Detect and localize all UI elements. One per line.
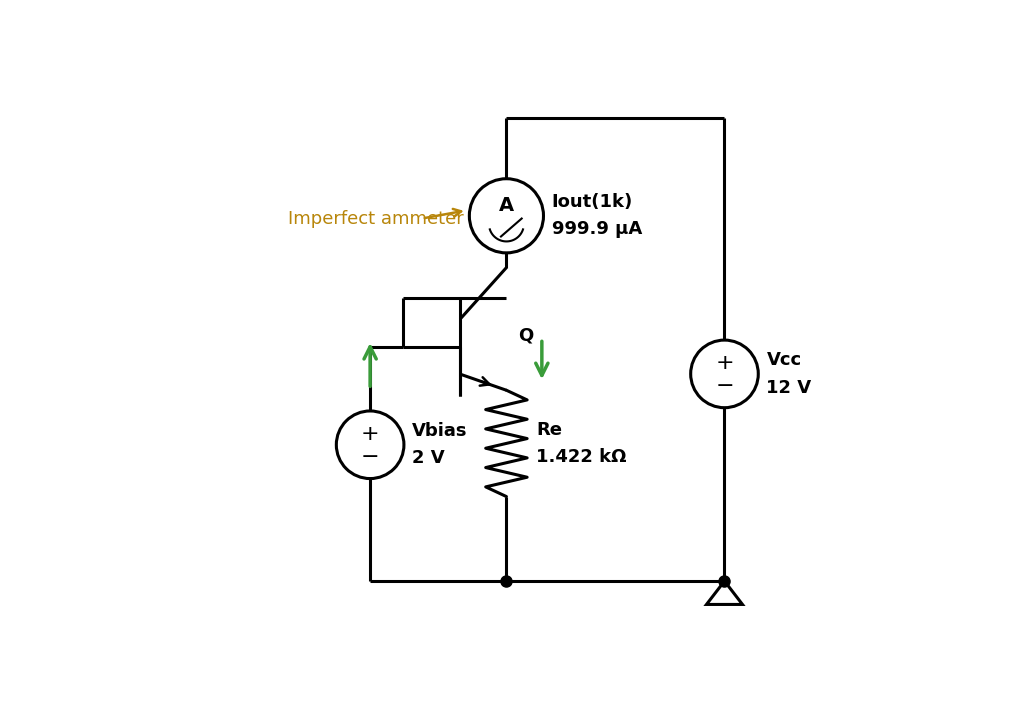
Text: Vbias: Vbias [412, 422, 467, 440]
Text: Iout(1k): Iout(1k) [551, 193, 633, 211]
Text: +: + [715, 353, 733, 373]
Text: 12 V: 12 V [767, 379, 811, 396]
Text: Q: Q [518, 326, 534, 345]
Text: 2 V: 2 V [412, 450, 444, 467]
Text: −: − [715, 376, 733, 396]
Text: Imperfect ammeter: Imperfect ammeter [288, 210, 464, 227]
Text: 1.422 kΩ: 1.422 kΩ [537, 448, 627, 466]
Text: −: − [361, 447, 379, 467]
Text: +: + [361, 424, 379, 444]
Text: Re: Re [537, 421, 563, 439]
Text: Vcc: Vcc [767, 351, 802, 370]
Text: A: A [499, 197, 514, 215]
Text: 999.9 μA: 999.9 μA [551, 220, 642, 239]
